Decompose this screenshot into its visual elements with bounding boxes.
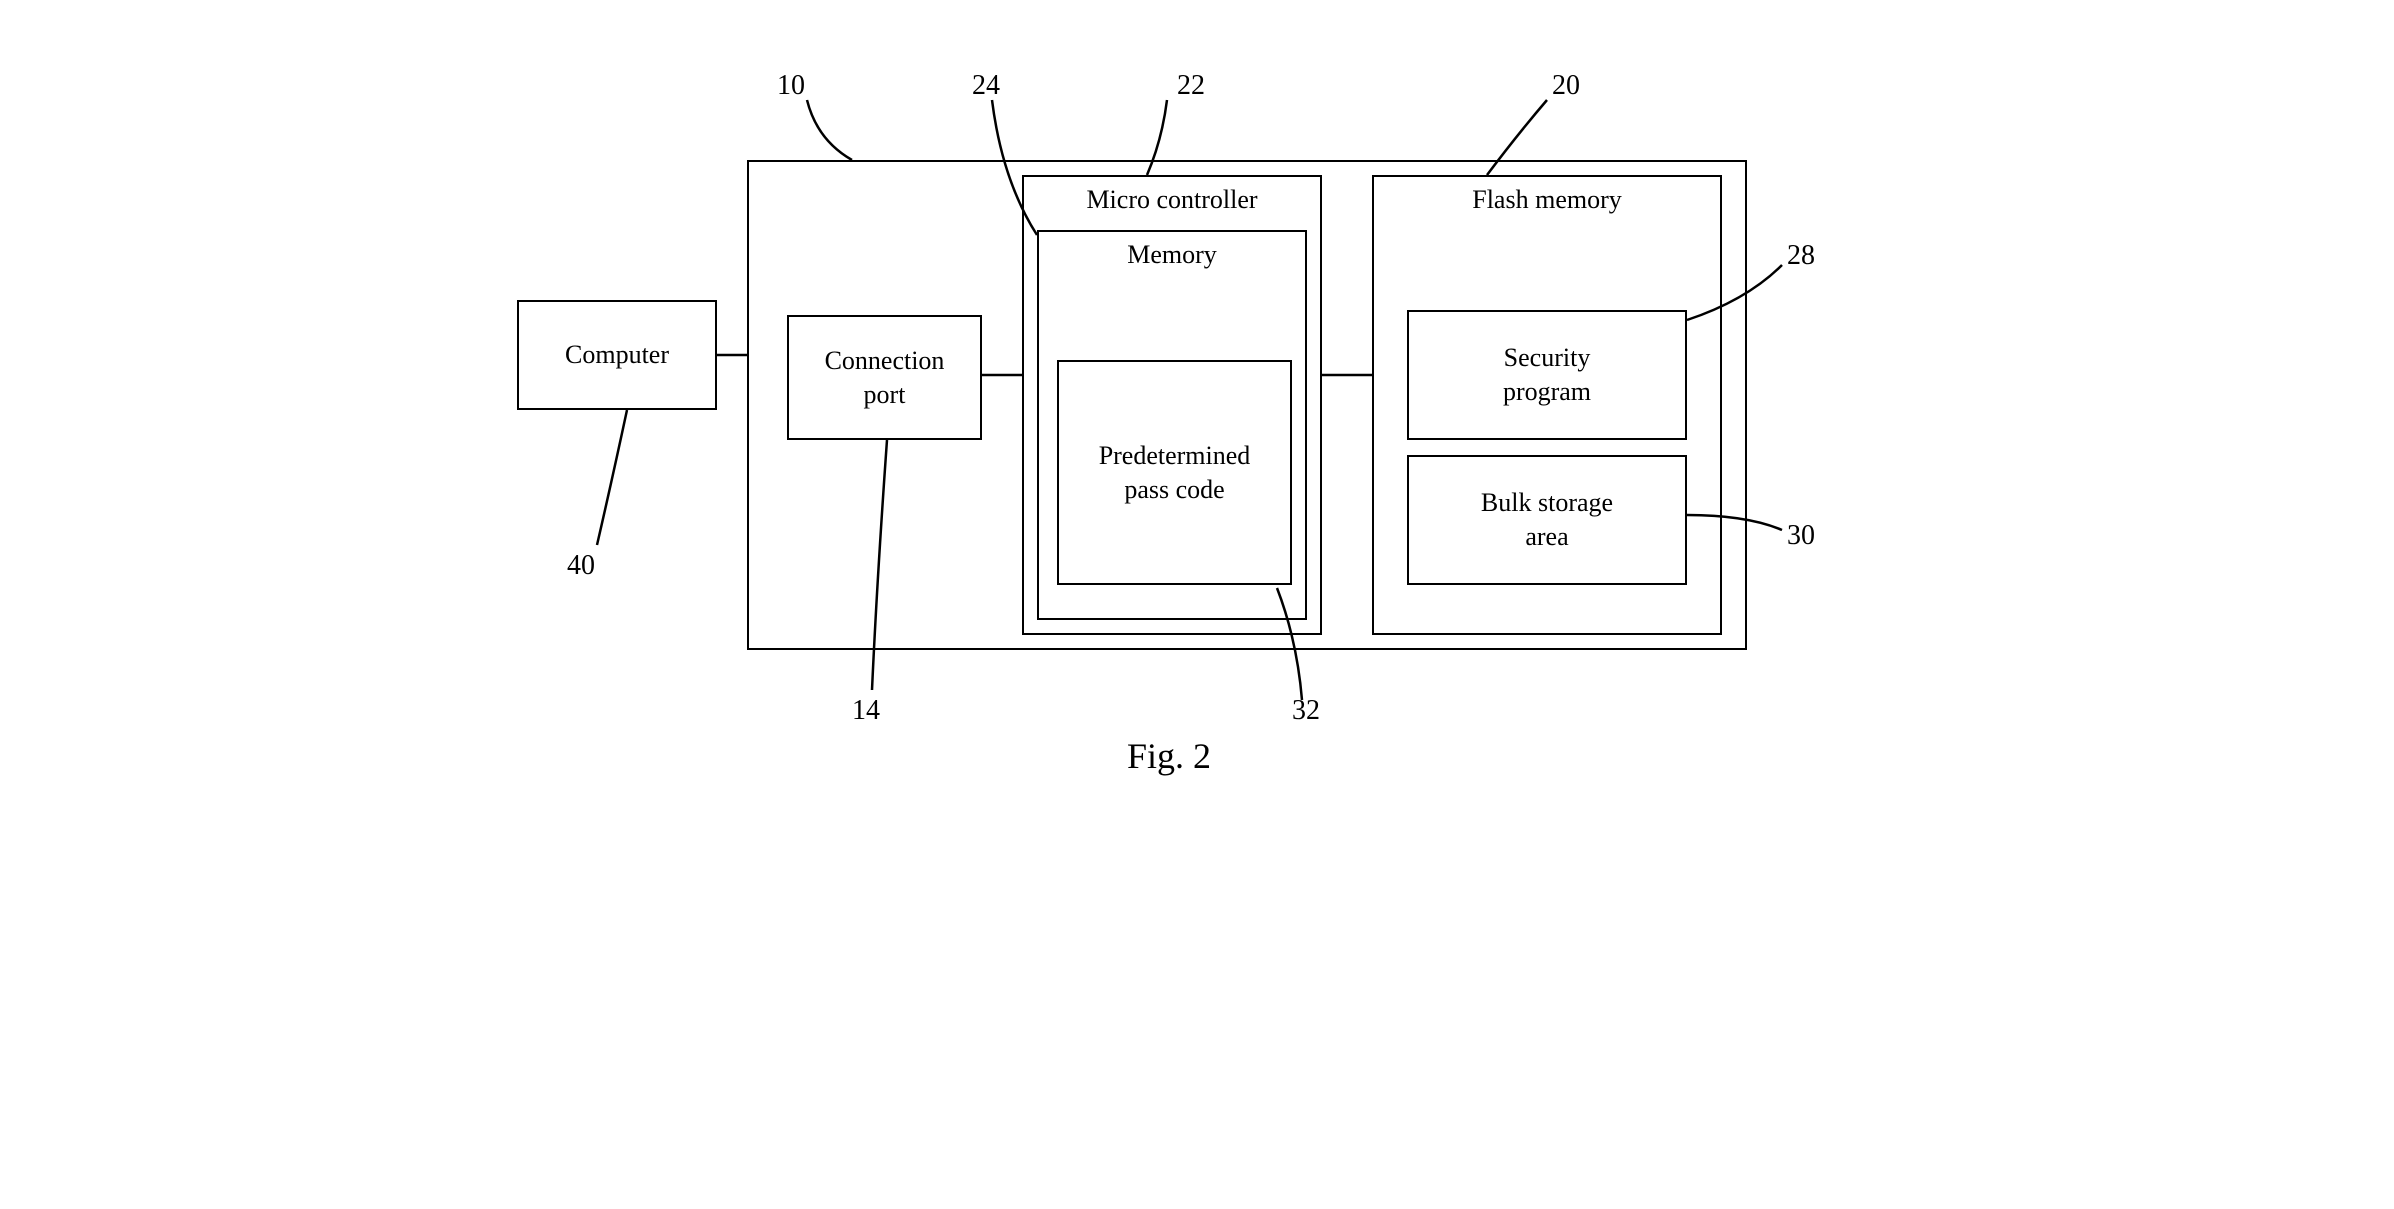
- bulk-storage-box: Bulk storage area: [1407, 455, 1687, 585]
- passcode-box: Predetermined pass code: [1057, 360, 1292, 585]
- memory-title: Memory: [1037, 240, 1307, 270]
- figure-caption: Fig. 2: [1127, 735, 1211, 777]
- flash-memory-title: Flash memory: [1372, 185, 1722, 215]
- computer-label: Computer: [565, 338, 669, 372]
- security-program-label: Security program: [1503, 341, 1591, 409]
- connection-port-box: Connection port: [787, 315, 982, 440]
- callout-24: 24: [972, 70, 1000, 102]
- callout-10: 10: [777, 70, 805, 102]
- callout-14: 14: [852, 695, 880, 727]
- callout-30: 30: [1787, 520, 1815, 552]
- micro-controller-title: Micro controller: [1022, 185, 1322, 215]
- passcode-label: Predetermined pass code: [1099, 439, 1251, 507]
- callout-20: 20: [1552, 70, 1580, 102]
- callout-32: 32: [1292, 695, 1320, 727]
- bulk-storage-label: Bulk storage area: [1481, 486, 1613, 554]
- connection-port-label: Connection port: [825, 344, 945, 412]
- security-program-box: Security program: [1407, 310, 1687, 440]
- computer-box: Computer: [517, 300, 717, 410]
- callout-22: 22: [1177, 70, 1205, 102]
- callout-28: 28: [1787, 240, 1815, 272]
- callout-40: 40: [567, 550, 595, 582]
- diagram-canvas: Computer Connection port Micro controlle…: [447, 40, 1947, 790]
